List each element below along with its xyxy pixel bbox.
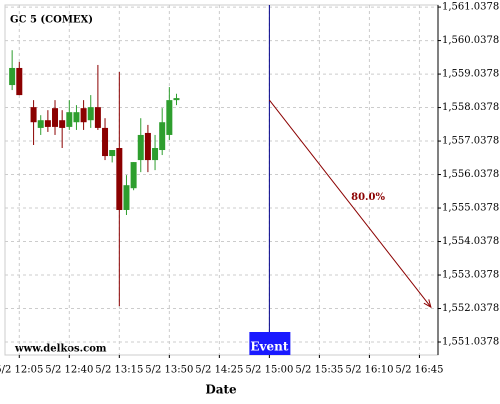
candle-body	[144, 132, 151, 161]
candle-body	[152, 148, 159, 161]
candle-body	[102, 127, 109, 157]
y-tick-label: 1,561.0378	[442, 2, 499, 13]
x-tick-label: 5/2 15:35	[295, 365, 343, 376]
chart-title: GC 5 (COMEX)	[10, 15, 93, 26]
y-tick-label: 1,555.0378	[442, 203, 499, 214]
candle-body	[44, 120, 51, 127]
x-tick-label: 5/2 15:00	[245, 365, 293, 376]
candle-body	[9, 67, 16, 86]
x-tick-label: 5/2 14:25	[195, 365, 243, 376]
candle-body	[66, 112, 73, 127]
x-tick-label: 5/2 13:50	[145, 365, 193, 376]
candle-body	[30, 107, 37, 123]
y-tick-label: 1,559.0378	[442, 69, 499, 80]
x-tick-label: 5/2 16:45	[395, 365, 443, 376]
candle-body	[116, 148, 123, 210]
arrow-head	[423, 299, 432, 309]
candle-body	[166, 100, 173, 135]
projection-label: 80.0%	[351, 192, 385, 203]
candle-body	[37, 120, 44, 128]
candle-body	[159, 122, 166, 151]
candle-body	[73, 112, 80, 123]
x-tick-label: 5/2 12:40	[45, 365, 93, 376]
y-tick-label: 1,560.0378	[442, 35, 499, 46]
watermark: www.delkos.com	[14, 344, 107, 355]
candle-body	[123, 185, 130, 210]
candle-body	[59, 120, 66, 128]
candle-body	[109, 150, 116, 157]
candle-body	[173, 98, 180, 101]
x-axis-title: Date	[205, 383, 237, 397]
y-tick-label: 1,556.0378	[442, 169, 499, 180]
x-tick-label: 5/2 13:15	[95, 365, 143, 376]
y-tick-label: 1,552.0378	[442, 303, 499, 314]
y-tick-label: 1,558.0378	[442, 102, 499, 113]
projection-arrow	[268, 99, 432, 308]
candle-body	[94, 107, 101, 128]
y-tick-label: 1,551.0378	[442, 337, 499, 348]
plot-area	[4, 4, 439, 356]
candle-body	[52, 108, 59, 127]
y-tick-label: 1,557.0378	[442, 136, 499, 147]
x-tick-label: 5/2 16:10	[345, 365, 393, 376]
candle-body	[137, 134, 144, 161]
x-tick-label: 5/2 12:05	[0, 365, 43, 376]
candle-body	[16, 67, 23, 96]
candle-body	[80, 108, 87, 123]
candle-body	[87, 107, 94, 121]
event-label: Event	[250, 340, 288, 354]
y-tick-label: 1,553.0378	[442, 270, 499, 281]
event-box	[249, 332, 291, 355]
y-tick-label: 1,554.0378	[442, 236, 499, 247]
candle-body	[130, 162, 137, 189]
